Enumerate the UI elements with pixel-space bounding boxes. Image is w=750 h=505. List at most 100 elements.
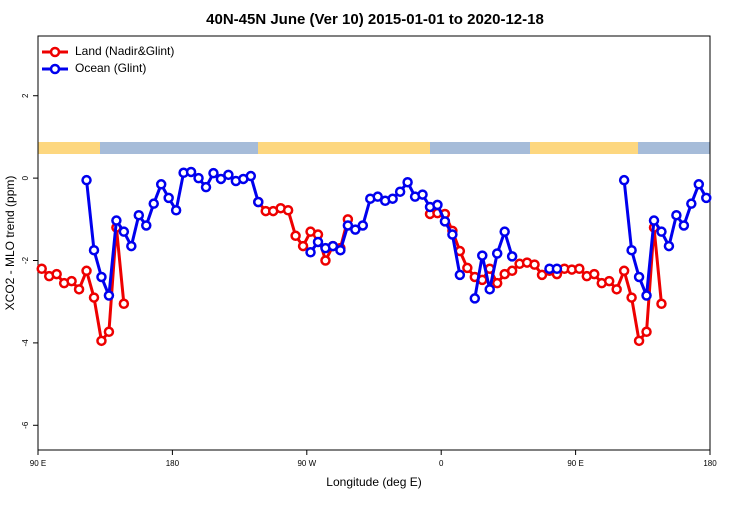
data-point [223, 169, 234, 181]
y-tick-label: -6 [21, 421, 30, 429]
data-point [148, 198, 159, 209]
data-point [342, 220, 354, 231]
data-point [633, 271, 645, 283]
data-point [589, 268, 600, 280]
data-point [402, 176, 413, 188]
land-band [38, 142, 100, 154]
data-point [96, 271, 107, 283]
data-point [193, 172, 204, 184]
ocean-band [100, 142, 258, 154]
data-point [103, 326, 115, 338]
y-axis-label: XCO2 - MLO trend (ppm) [3, 176, 17, 311]
data-point [335, 244, 346, 256]
plot-frame [37, 35, 711, 451]
data-point [141, 220, 152, 231]
x-tick-label: 90 W [297, 459, 316, 468]
y-tick-label: 0 [21, 175, 30, 180]
data-point [469, 293, 481, 304]
data-point [506, 251, 518, 262]
data-point [66, 275, 77, 287]
data-point [432, 199, 443, 211]
data-point [208, 167, 219, 179]
data-point [701, 192, 712, 204]
data-point [439, 216, 451, 227]
data-point [126, 240, 137, 252]
data-point [656, 226, 667, 237]
data-point [641, 290, 652, 301]
x-tick-label: 90 E [567, 459, 583, 468]
data-point [118, 226, 130, 237]
y-tick-label: -2 [21, 256, 30, 264]
land-band [530, 142, 638, 154]
legend-marker [49, 63, 61, 75]
data-point [297, 240, 309, 252]
data-point [305, 247, 316, 258]
data-point [327, 240, 339, 252]
data-point [633, 335, 645, 347]
data-point [603, 275, 615, 287]
data-point [626, 244, 637, 256]
data-point [454, 269, 466, 281]
data-point [626, 292, 637, 303]
data-point [641, 326, 652, 338]
data-point [663, 240, 675, 252]
data-point [253, 196, 264, 208]
y-tick-label: -4 [21, 339, 30, 347]
data-point [678, 220, 690, 231]
data-point [133, 209, 145, 221]
data-point [81, 174, 92, 186]
series [81, 166, 712, 304]
data-point [656, 298, 667, 310]
data-point [417, 189, 428, 200]
data-point [611, 284, 622, 295]
data-point [491, 277, 503, 289]
data-point [88, 244, 100, 256]
land-ocean-strip [38, 142, 710, 154]
data-point [648, 215, 660, 226]
ocean-band [638, 142, 710, 154]
data-point [96, 335, 107, 347]
data-point [357, 220, 369, 231]
data-point [73, 284, 85, 295]
legend-label: Land (Nadir&Glint) [75, 44, 174, 58]
data-point [103, 290, 115, 301]
data-point [118, 298, 130, 310]
legend: Land (Nadir&Glint) Ocean (Glint) [42, 44, 174, 75]
x-tick-label: 90 E [30, 459, 46, 468]
y-tick-label: 2 [21, 93, 30, 98]
data-point [200, 181, 212, 193]
chart-title: 40N-45N June (Ver 10) 2015-01-01 to 2020… [206, 11, 544, 28]
data-point [155, 179, 167, 190]
data-point [536, 269, 548, 281]
data-point [447, 229, 458, 240]
data-point [491, 248, 503, 259]
data-point [215, 173, 227, 185]
data-point [163, 192, 174, 204]
data-point [88, 292, 100, 303]
x-tick-label: 0 [439, 459, 444, 468]
legend-marker [49, 46, 61, 58]
data-point [574, 263, 585, 274]
data-point [81, 265, 92, 277]
ocean-band [430, 142, 530, 154]
data-point [499, 226, 510, 237]
data-point [245, 170, 257, 182]
data-point [618, 265, 630, 277]
data-point [551, 263, 563, 274]
data-point [320, 255, 331, 266]
data-point [282, 205, 294, 216]
x-tick-label: 180 [703, 459, 717, 468]
data-point [51, 268, 62, 280]
data-point [529, 259, 540, 270]
data-point [185, 166, 197, 178]
data-point [686, 198, 697, 209]
data-point [372, 191, 383, 202]
data-point [387, 193, 398, 204]
data-point [290, 230, 301, 242]
data-point [693, 179, 705, 190]
x-tick-label: 180 [166, 459, 180, 468]
data-point [618, 174, 630, 186]
data-point [350, 224, 361, 235]
